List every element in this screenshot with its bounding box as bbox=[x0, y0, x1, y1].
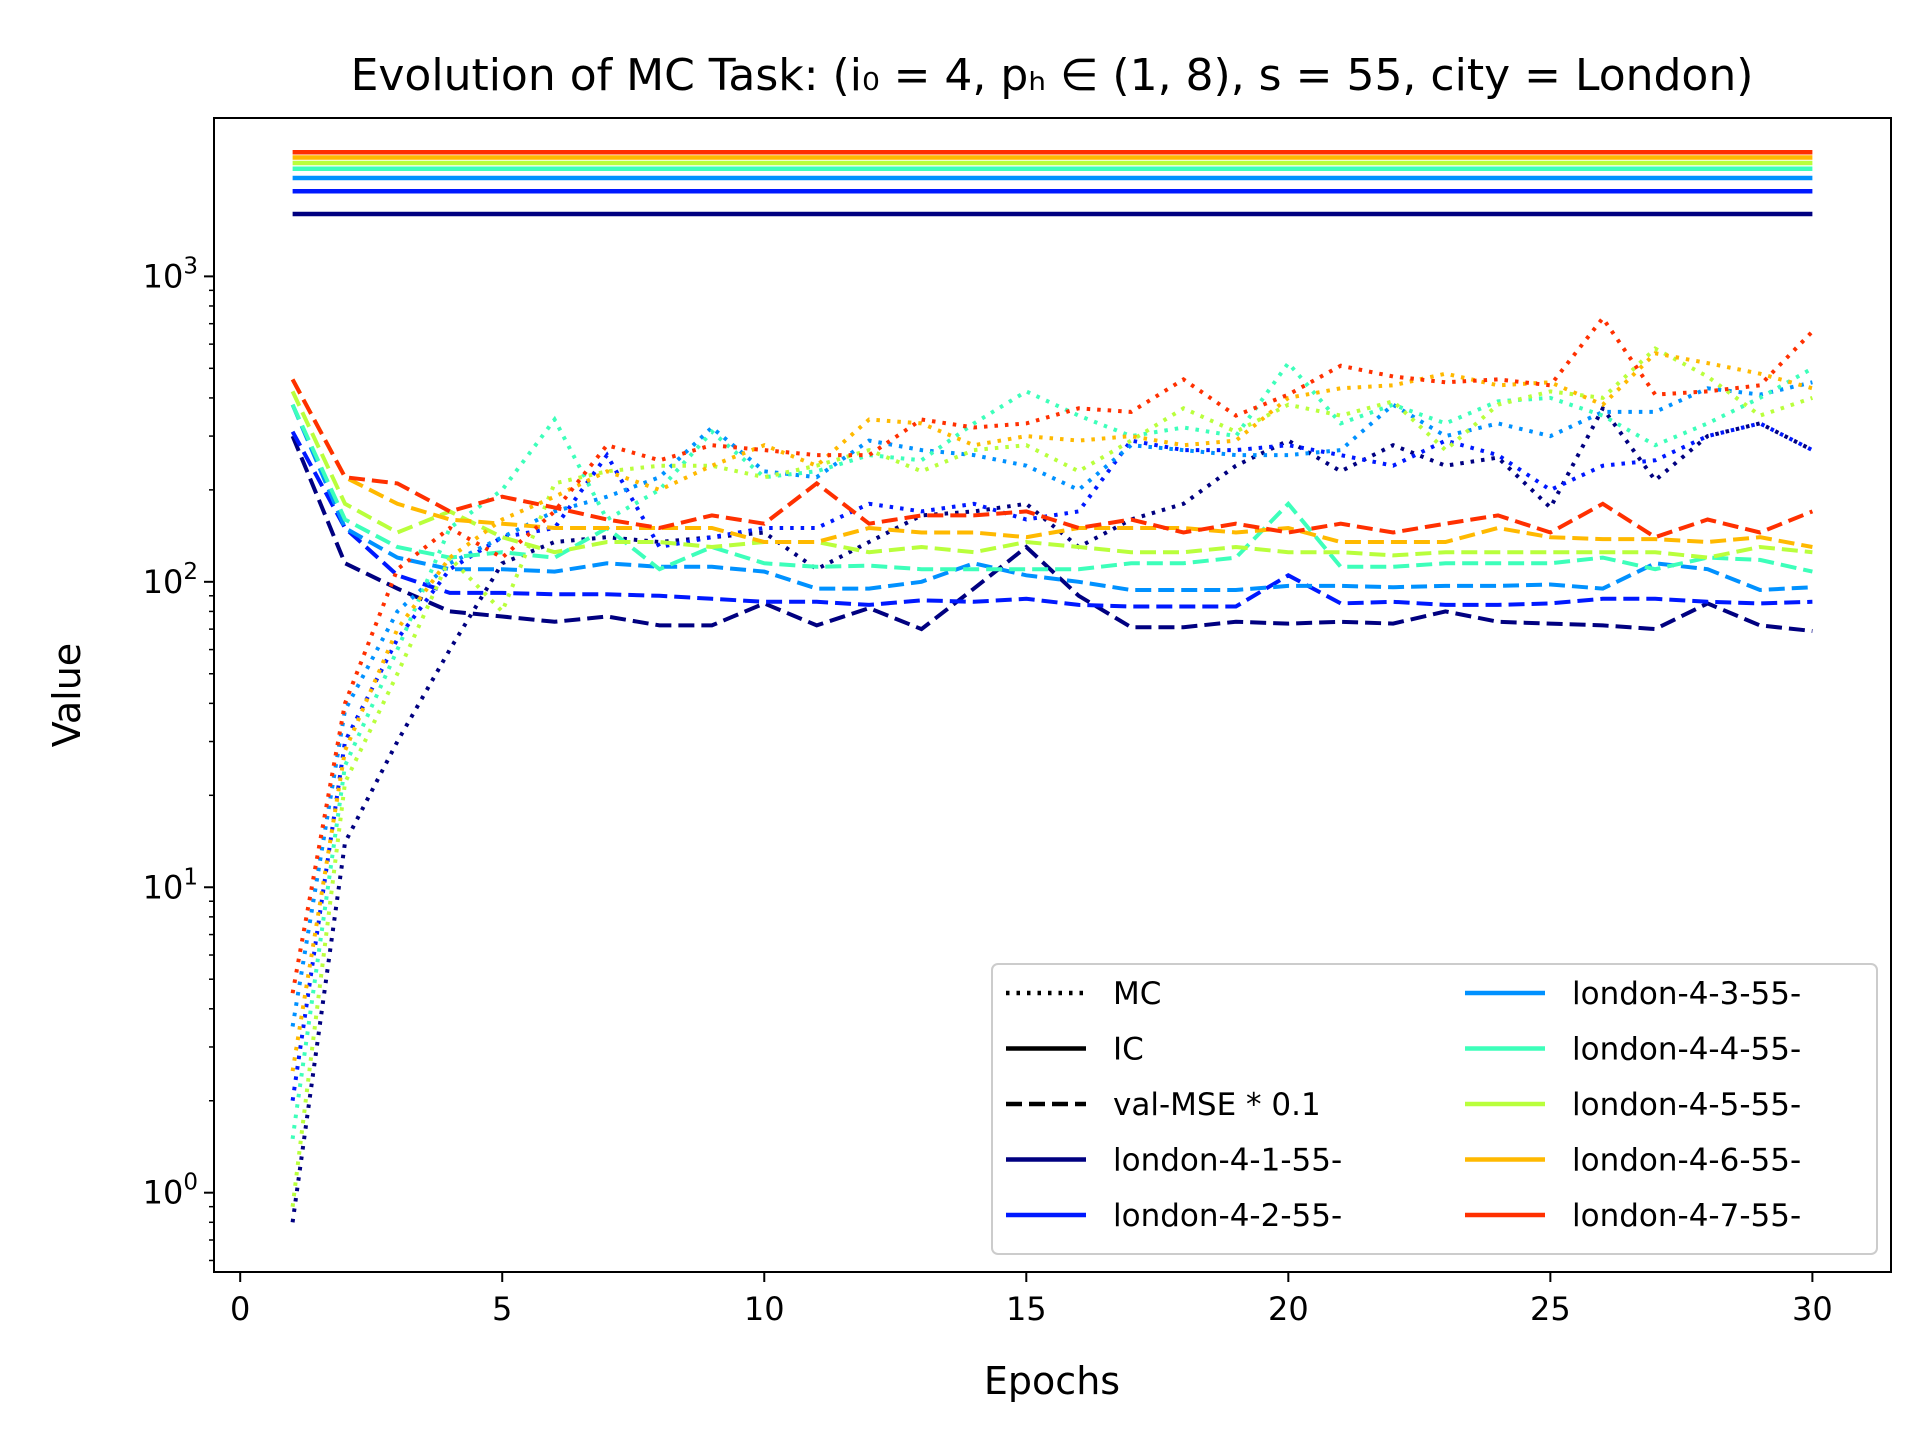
val-mse-line-3 bbox=[290, 403, 1813, 593]
x-tick-label: 0 bbox=[230, 1290, 250, 1328]
axes-layer: 0 5 10 15 20 25 30 100 101 102 103 bbox=[143, 253, 1833, 1328]
val-mse-line-4 bbox=[290, 403, 1813, 574]
x-tick-label: 20 bbox=[1268, 1290, 1309, 1328]
legend-label: val-MSE * 0.1 bbox=[1113, 1087, 1321, 1123]
legend-label: london-4-7-55- bbox=[1572, 1198, 1801, 1234]
mc-line-1 bbox=[290, 404, 1814, 1223]
y-tick-label: 101 bbox=[143, 864, 198, 906]
legend-label: london-4-6-55- bbox=[1572, 1143, 1801, 1179]
y-tick-label: 103 bbox=[143, 253, 198, 295]
x-tick-label: 30 bbox=[1792, 1290, 1833, 1328]
legend-label: london-4-5-55- bbox=[1572, 1087, 1801, 1123]
legend-box bbox=[991, 963, 1878, 1255]
mc-line-3 bbox=[290, 380, 1813, 1027]
y-tick-label: 100 bbox=[143, 1170, 198, 1212]
val-mse-line-7 bbox=[290, 378, 1814, 540]
x-tick-label: 5 bbox=[492, 1290, 512, 1328]
x-tick-label: 15 bbox=[1006, 1290, 1047, 1328]
x-tick-label: 25 bbox=[1530, 1290, 1571, 1328]
legend-label: london-4-2-55- bbox=[1113, 1198, 1342, 1234]
val-mse-line-5 bbox=[290, 390, 1813, 560]
val-mse-line-1 bbox=[290, 435, 1813, 633]
val-mse-line-2 bbox=[290, 430, 1813, 609]
legend-label: london-4-4-55- bbox=[1572, 1032, 1801, 1068]
legend-label: london-4-3-55- bbox=[1572, 976, 1801, 1012]
mc-line-6 bbox=[290, 351, 1813, 1072]
plot-area-frame bbox=[213, 117, 1892, 1273]
y-axis-label: Value bbox=[45, 643, 89, 747]
x-axis-label: Epochs bbox=[984, 1359, 1120, 1403]
x-tick-label: 10 bbox=[744, 1290, 785, 1328]
legend-label: MC bbox=[1113, 976, 1161, 1012]
legend-label: IC bbox=[1113, 1032, 1144, 1068]
chart-title: Evolution of MC Task: (i₀ = 4, pₕ ∈ (1, … bbox=[351, 50, 1754, 101]
y-tick-label: 102 bbox=[143, 559, 198, 601]
series-layer bbox=[290, 149, 1814, 1223]
val-mse-line-6 bbox=[290, 378, 1813, 549]
legend-label: london-4-1-55- bbox=[1113, 1143, 1342, 1179]
legend: MC IC val-MSE * 0.1 london-4-1-55- london-4-… bbox=[991, 963, 1878, 1255]
mc-line-7 bbox=[290, 314, 1814, 994]
